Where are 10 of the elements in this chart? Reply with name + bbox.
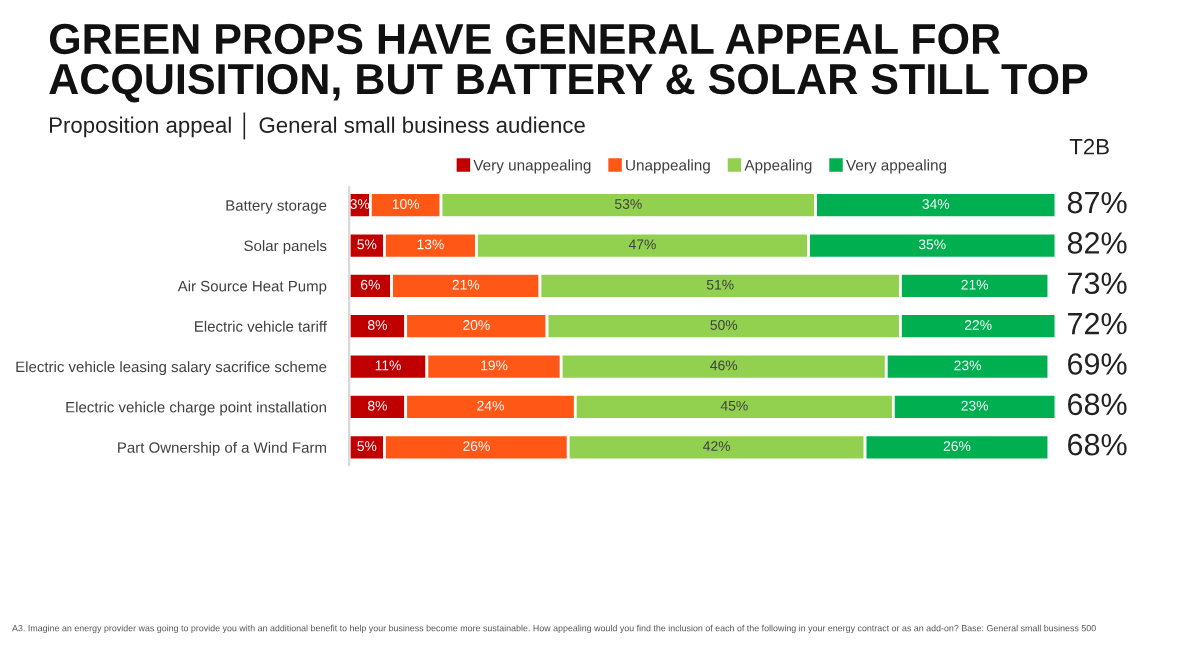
text: T2B [1069,138,1109,155]
chart-subtitle: Proposition appeal │ General small business audience [49,112,585,140]
chart-title: GREEN PROPS HAVE GENERAL APPEAL FOR ACQUISITION, BUT BATTERY & SOLAR STILL TOP [49,23,1088,103]
text: 82% [1067,232,1127,254]
text: 68% [1068,433,1127,456]
text: 68% [1068,393,1127,416]
text: 87% [1067,191,1127,214]
text: 72% [1068,312,1127,335]
text: 73% [1068,272,1127,295]
text: 69% [1068,353,1127,375]
